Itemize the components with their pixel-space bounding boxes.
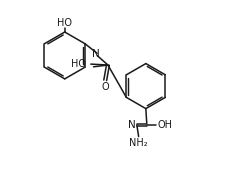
Text: N: N [128,120,135,130]
Text: OH: OH [158,120,173,130]
Text: O: O [101,82,109,92]
Text: N: N [92,49,100,59]
Text: HO: HO [57,18,72,27]
Text: NH₂: NH₂ [129,138,148,148]
Text: HO: HO [71,59,86,69]
